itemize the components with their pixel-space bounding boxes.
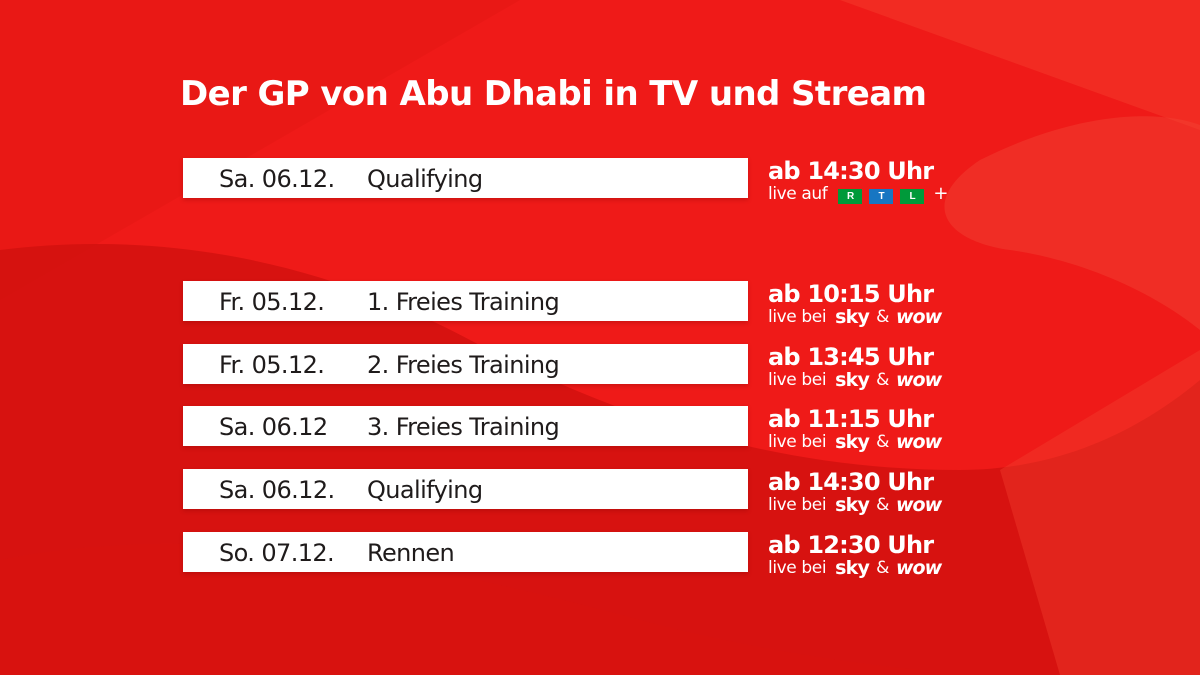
row-event: 3. Freies Training: [367, 413, 560, 441]
wow-logo: wow: [896, 306, 942, 328]
row-event: 1. Freies Training: [367, 288, 560, 316]
sky-logo: sky: [835, 494, 870, 516]
ampersand: &: [876, 307, 889, 327]
rtl-letter-t: T: [869, 189, 894, 204]
broadcast-line: live bei sky & wow: [768, 494, 978, 516]
rtl-letter-l: L: [900, 189, 925, 204]
page-title: Der GP von Abu Dhabi in TV und Stream: [180, 74, 927, 114]
broadcast-line: live bei sky & wow: [768, 306, 978, 328]
broadcast-line: live auf R T L +: [768, 183, 978, 205]
rtl-letter-r: R: [838, 189, 863, 204]
schedule-row-race: So. 07.12. Rennen: [183, 532, 748, 572]
row-event: 2. Freies Training: [367, 351, 560, 379]
row-event: Qualifying: [367, 165, 483, 193]
wow-logo: wow: [896, 431, 942, 453]
rtl-plus-logo: R T L +: [838, 183, 949, 205]
broadcast-prefix: live bei: [768, 432, 827, 452]
schedule-row-rtl-qualifying: Sa. 06.12. Qualifying: [183, 158, 748, 198]
broadcast-prefix: live bei: [768, 558, 827, 578]
start-time: ab 14:30 Uhr: [768, 468, 934, 496]
broadcast-info-race: ab 12:30 Uhr live bei sky & wow: [768, 532, 978, 579]
start-time: ab 10:15 Uhr: [768, 280, 934, 308]
start-time: ab 12:30 Uhr: [768, 531, 934, 559]
sky-logo: sky: [835, 431, 870, 453]
wow-logo: wow: [896, 557, 942, 579]
row-date: Sa. 06.12.: [219, 476, 335, 504]
start-time: ab 11:15 Uhr: [768, 405, 934, 433]
wow-logo: wow: [896, 494, 942, 516]
start-time: ab 14:30 Uhr: [768, 157, 934, 185]
broadcast-line: live bei sky & wow: [768, 557, 978, 579]
schedule-row-qualifying: Sa. 06.12. Qualifying: [183, 469, 748, 509]
row-event: Qualifying: [367, 476, 483, 504]
schedule-row-fp2: Fr. 05.12. 2. Freies Training: [183, 344, 748, 384]
broadcast-info-rtl: ab 14:30 Uhr live auf R T L +: [768, 158, 978, 205]
broadcast-info-fp3: ab 11:15 Uhr live bei sky & wow: [768, 406, 978, 453]
broadcast-line: live bei sky & wow: [768, 431, 978, 453]
row-date: Fr. 05.12.: [219, 288, 325, 316]
broadcast-info-qualifying: ab 14:30 Uhr live bei sky & wow: [768, 469, 978, 516]
rtl-plus-sign: +: [933, 183, 949, 204]
broadcast-prefix: live bei: [768, 495, 827, 515]
broadcast-line: live bei sky & wow: [768, 369, 978, 391]
ampersand: &: [876, 370, 889, 390]
row-date: So. 07.12.: [219, 539, 335, 567]
start-time: ab 13:45 Uhr: [768, 343, 934, 371]
row-date: Fr. 05.12.: [219, 351, 325, 379]
broadcast-prefix: live bei: [768, 370, 827, 390]
ampersand: &: [876, 432, 889, 452]
broadcast-prefix: live bei: [768, 307, 827, 327]
sky-logo: sky: [835, 369, 870, 391]
broadcast-prefix: live auf: [768, 184, 828, 204]
schedule-row-fp1: Fr. 05.12. 1. Freies Training: [183, 281, 748, 321]
sky-logo: sky: [835, 557, 870, 579]
broadcast-info-fp2: ab 13:45 Uhr live bei sky & wow: [768, 344, 978, 391]
row-date: Sa. 06.12.: [219, 165, 335, 193]
schedule-row-fp3: Sa. 06.12 3. Freies Training: [183, 406, 748, 446]
wow-logo: wow: [896, 369, 942, 391]
sky-logo: sky: [835, 306, 870, 328]
ampersand: &: [876, 558, 889, 578]
broadcast-info-fp1: ab 10:15 Uhr live bei sky & wow: [768, 281, 978, 328]
row-date: Sa. 06.12: [219, 413, 328, 441]
ampersand: &: [876, 495, 889, 515]
row-event: Rennen: [367, 539, 455, 567]
